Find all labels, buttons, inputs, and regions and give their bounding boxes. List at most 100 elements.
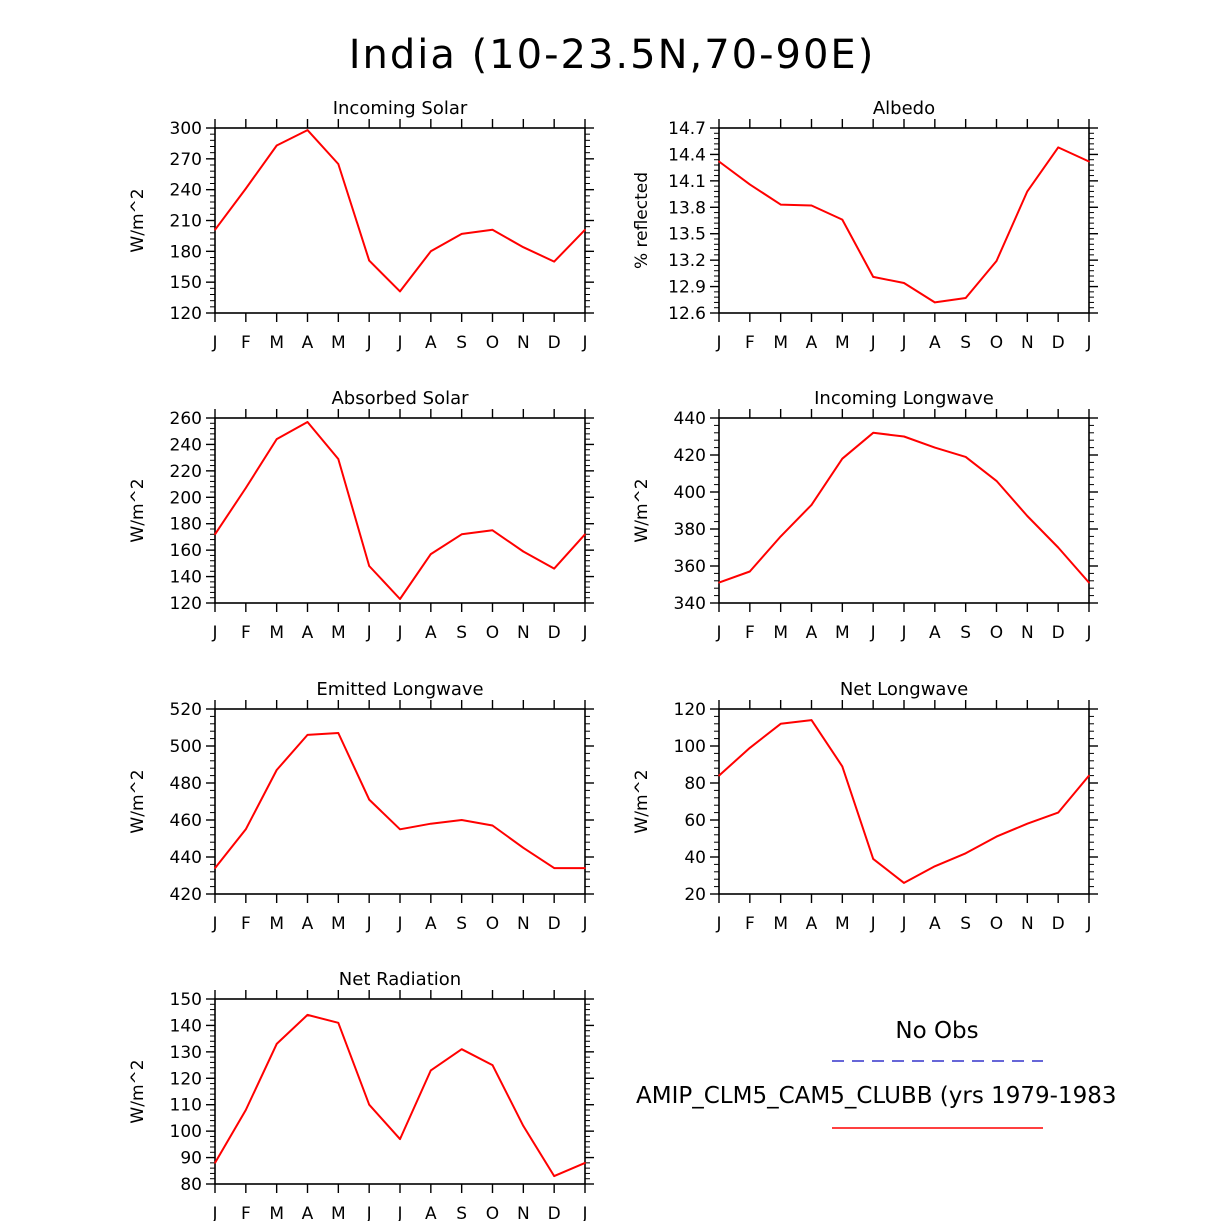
data-point bbox=[841, 218, 844, 221]
data-point bbox=[934, 865, 936, 868]
data-point bbox=[430, 250, 432, 253]
data-point bbox=[964, 456, 967, 458]
y-tick-label: 80 bbox=[684, 774, 706, 794]
x-tick-label: A bbox=[929, 623, 941, 643]
x-tick-label: J bbox=[581, 623, 587, 643]
data-point bbox=[306, 734, 309, 736]
x-tick-label: M bbox=[773, 623, 788, 643]
x-tick-label: J bbox=[211, 333, 217, 353]
x-tick-label: M bbox=[773, 333, 788, 353]
x-tick-label: J bbox=[396, 333, 402, 353]
x-tick-label: N bbox=[517, 333, 530, 353]
x-tick-label: M bbox=[835, 333, 850, 353]
x-tick-label: O bbox=[990, 623, 1003, 643]
data-point bbox=[368, 259, 370, 262]
y-tick-label: 240 bbox=[170, 435, 202, 455]
y-tick-label: 270 bbox=[170, 150, 202, 170]
y-tick-label: 90 bbox=[180, 1149, 202, 1169]
data-point bbox=[934, 301, 936, 304]
data-point bbox=[306, 421, 309, 423]
y-tick-label: 60 bbox=[684, 811, 706, 831]
x-tick-label: M bbox=[269, 914, 284, 934]
data-point bbox=[553, 1175, 555, 1177]
x-tick-label: S bbox=[456, 914, 467, 934]
x-tick-label: N bbox=[517, 1204, 530, 1221]
data-point bbox=[460, 819, 463, 821]
data-point bbox=[1057, 811, 1059, 814]
y-tick-label: 260 bbox=[170, 409, 202, 429]
y-tick-label: 100 bbox=[170, 1122, 202, 1142]
data-point bbox=[460, 233, 463, 235]
data-point bbox=[553, 260, 555, 263]
data-point bbox=[903, 435, 905, 438]
data-point bbox=[337, 163, 340, 165]
x-tick-label: M bbox=[269, 1204, 284, 1221]
data-point bbox=[430, 553, 432, 555]
x-tick-label: J bbox=[1085, 914, 1091, 934]
x-tick-label: M bbox=[835, 623, 850, 643]
data-point bbox=[553, 567, 555, 570]
x-tick-label: J bbox=[211, 1204, 217, 1221]
x-tick-label: M bbox=[773, 914, 788, 934]
data-point bbox=[399, 828, 401, 831]
panel-title: Absorbed Solar bbox=[331, 388, 469, 409]
x-tick-label: J bbox=[581, 914, 587, 934]
data-point bbox=[245, 828, 247, 831]
data-point bbox=[522, 1125, 525, 1127]
x-tick-label: F bbox=[241, 623, 251, 643]
y-axis-label: W/m^2 bbox=[128, 478, 148, 542]
data-point bbox=[718, 160, 720, 163]
data-point bbox=[964, 852, 967, 855]
data-point bbox=[964, 297, 967, 299]
y-tick-label: 180 bbox=[170, 515, 202, 535]
data-point bbox=[399, 1138, 401, 1140]
x-tick-label: J bbox=[366, 623, 372, 643]
y-tick-label: 120 bbox=[170, 1069, 202, 1089]
data-point bbox=[1088, 160, 1090, 163]
data-point bbox=[872, 432, 874, 434]
x-tick-label: A bbox=[806, 333, 818, 353]
data-point bbox=[399, 290, 401, 293]
data-point bbox=[1057, 146, 1059, 149]
x-tick-label: J bbox=[396, 914, 402, 934]
x-tick-label: A bbox=[806, 914, 818, 934]
y-tick-label: 150 bbox=[170, 273, 202, 293]
y-axis-label: W/m^2 bbox=[128, 1059, 148, 1123]
x-tick-label: J bbox=[366, 914, 372, 934]
series-line bbox=[214, 129, 586, 293]
x-tick-label: J bbox=[396, 623, 402, 643]
y-tick-label: 520 bbox=[170, 700, 202, 720]
x-tick-label: J bbox=[870, 914, 876, 934]
legend: No Obs AMIP_CLM5_CAM5_CLUBB (yrs 1979-19… bbox=[636, 1018, 1116, 1129]
x-tick-label: A bbox=[425, 1204, 437, 1221]
y-tick-label: 120 bbox=[170, 594, 202, 614]
data-point bbox=[995, 835, 998, 838]
y-tick-label: 110 bbox=[170, 1096, 202, 1116]
y-axis-label: W/m^2 bbox=[632, 769, 652, 833]
data-point bbox=[214, 228, 216, 231]
y-tick-label: 460 bbox=[170, 811, 202, 831]
data-point bbox=[1088, 774, 1090, 777]
y-tick-label: 160 bbox=[170, 541, 202, 561]
x-tick-label: S bbox=[456, 333, 467, 353]
data-point bbox=[368, 565, 370, 567]
x-tick-label: O bbox=[486, 914, 499, 934]
y-tick-label: 360 bbox=[674, 557, 706, 577]
x-tick-label: J bbox=[211, 623, 217, 643]
y-axis-label: W/m^2 bbox=[128, 769, 148, 833]
panel-title: Net Longwave bbox=[840, 679, 968, 700]
panel-title: Incoming Solar bbox=[333, 98, 468, 119]
data-point bbox=[337, 1021, 340, 1024]
y-tick-label: 120 bbox=[170, 304, 202, 324]
x-tick-label: D bbox=[548, 914, 561, 934]
plot-frame bbox=[718, 127, 1090, 314]
data-point bbox=[553, 867, 555, 869]
data-point bbox=[245, 1109, 247, 1111]
x-tick-label: M bbox=[835, 914, 850, 934]
x-tick-label: N bbox=[1021, 914, 1034, 934]
x-tick-label: D bbox=[548, 623, 561, 643]
plot-frame bbox=[214, 708, 586, 895]
main-title: India (10-23.5N,70-90E) bbox=[349, 32, 876, 78]
data-point bbox=[779, 723, 782, 725]
